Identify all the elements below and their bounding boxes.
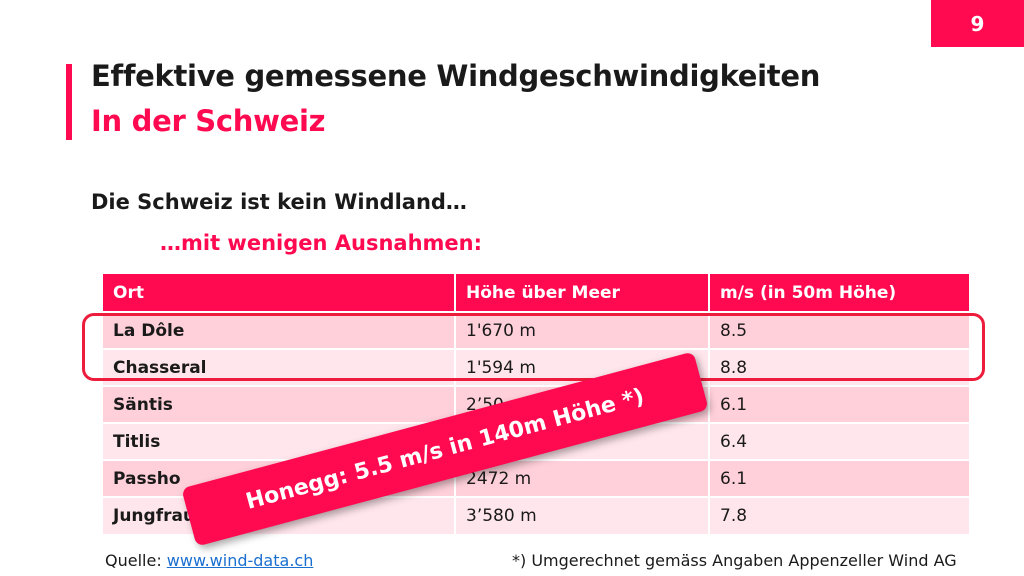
highlight-frame	[82, 313, 985, 381]
slide-title: Effektive gemessene Windgeschwindigkeite…	[91, 59, 821, 93]
wind-speed-table: Ort Höhe über Meer m/s (in 50m Höhe) La …	[103, 274, 969, 534]
page-number: 9	[970, 11, 985, 36]
cell-speed: 7.8	[709, 497, 969, 534]
cell-speed: 6.4	[709, 423, 969, 460]
page-number-badge: 9	[931, 0, 1024, 47]
table-row: La Dôle 1'670 m 8.5	[103, 312, 969, 349]
cell-speed: 8.5	[709, 312, 969, 349]
header-ort: Ort	[103, 274, 456, 312]
table-header-row: Ort Höhe über Meer m/s (in 50m Höhe)	[103, 274, 969, 312]
lead-text-secondary: …mit wenigen Ausnahmen:	[160, 231, 483, 255]
cell-speed: 6.1	[709, 386, 969, 423]
footnote: *) Umgerechnet gemäss Angaben Appenzelle…	[512, 551, 957, 570]
header-hoehe: Höhe über Meer	[455, 274, 710, 312]
cell-hoehe: 1'670 m	[455, 312, 710, 349]
source-link[interactable]: www.wind-data.ch	[166, 551, 314, 570]
cell-speed: 6.1	[709, 460, 969, 497]
cell-hoehe: 3’580 m	[455, 497, 710, 534]
title-accent-bar	[66, 64, 72, 140]
slide-subtitle: In der Schweiz	[91, 104, 326, 138]
cell-ort: Säntis	[103, 386, 456, 423]
cell-ort: La Dôle	[103, 312, 456, 349]
lead-text: Die Schweiz ist kein Windland…	[91, 190, 467, 214]
source-label: Quelle:	[105, 551, 162, 570]
cell-hoehe: 2472 m	[455, 460, 710, 497]
source-line: Quelle: www.wind-data.ch	[105, 551, 313, 570]
header-speed: m/s (in 50m Höhe)	[709, 274, 969, 312]
